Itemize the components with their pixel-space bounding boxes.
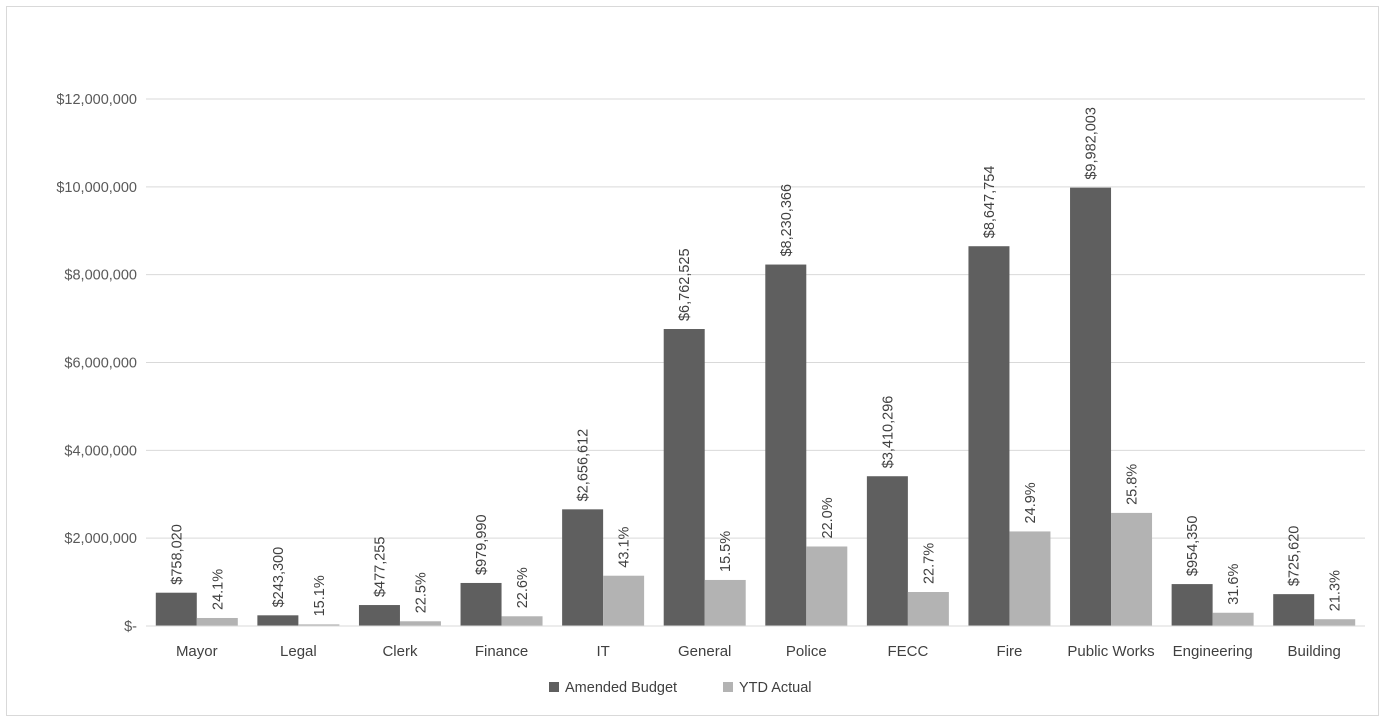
category-label: General (678, 643, 731, 660)
category-label: Public Works (1067, 643, 1154, 660)
budget-bar (358, 605, 400, 626)
actual-data-label: 31.6% (1226, 564, 1242, 605)
legend-label: Amended Budget (565, 680, 677, 696)
chart-frame: $- $2,000,000 $4,000,000 $6,000,000 $8,000,0… (6, 6, 1379, 716)
legend-label: YTD Actual (739, 680, 812, 696)
category-label: Police (786, 643, 827, 660)
budget-data-label: $243,300 (271, 547, 287, 607)
budget-data-label: $8,647,754 (982, 166, 998, 239)
bar-chart: $- $2,000,000 $4,000,000 $6,000,000 $8,000,0… (56, 92, 1365, 696)
y-tick-label: $4,000,000 (64, 443, 137, 459)
y-tick-label: $8,000,000 (64, 268, 137, 284)
actual-data-label: 22.7% (921, 543, 937, 584)
actual-data-label: 24.9% (1023, 482, 1039, 523)
actual-data-label: 21.3% (1328, 570, 1344, 611)
budget-bar (1273, 594, 1315, 626)
category-label: Mayor (176, 643, 218, 660)
actual-data-label: 22.0% (820, 497, 836, 538)
budget-data-label: $6,762,525 (677, 248, 693, 321)
budget-bar (562, 509, 604, 626)
budget-data-label: $725,620 (1287, 526, 1303, 586)
y-tick-label: $12,000,000 (56, 92, 137, 108)
y-tick-label: $6,000,000 (64, 356, 137, 372)
category-label: Fire (997, 643, 1023, 660)
budget-bar (765, 264, 807, 626)
legend-swatch-actual (723, 682, 733, 692)
budget-bar (866, 476, 908, 626)
actual-bar (298, 624, 340, 626)
budget-bar (460, 582, 502, 626)
category-label: Finance (475, 643, 528, 660)
budget-bar (1070, 187, 1112, 626)
actual-bar (1212, 612, 1254, 626)
category-label: Building (1288, 643, 1341, 660)
actual-bar (501, 616, 543, 626)
actual-bar (1314, 619, 1356, 626)
actual-bar (196, 617, 238, 626)
actual-data-label: 22.5% (413, 572, 429, 613)
actual-bar (1111, 512, 1153, 626)
actual-data-label: 24.1% (210, 569, 226, 610)
budget-bar (257, 615, 299, 626)
actual-bar (704, 579, 746, 626)
actual-bar (399, 621, 441, 626)
category-label: Clerk (382, 643, 418, 660)
budget-data-label: $9,982,003 (1084, 107, 1100, 180)
budget-bar (155, 592, 197, 626)
budget-bar (968, 246, 1010, 626)
category-label: IT (596, 643, 609, 660)
actual-data-label: 15.1% (312, 575, 328, 616)
category-label: Legal (280, 643, 317, 660)
legend-swatch-budget (549, 682, 559, 692)
actual-data-label: 15.5% (718, 531, 734, 572)
y-tick-label: $10,000,000 (56, 180, 137, 196)
budget-bar (1171, 584, 1213, 626)
actual-data-label: 25.8% (1125, 464, 1141, 505)
actual-bar (907, 592, 949, 626)
actual-bar (603, 575, 645, 626)
budget-data-label: $3,410,296 (880, 396, 896, 469)
actual-bar (1009, 531, 1051, 626)
budget-data-label: $954,350 (1185, 516, 1201, 576)
actual-data-label: 22.6% (515, 567, 531, 608)
y-tick-label: $- (124, 619, 137, 635)
actual-data-label: 43.1% (617, 526, 633, 567)
budget-data-label: $477,255 (372, 537, 388, 597)
budget-data-label: $979,990 (474, 514, 490, 574)
budget-data-label: $8,230,366 (779, 184, 795, 257)
budget-data-label: $758,020 (169, 524, 185, 584)
actual-bar (806, 546, 848, 626)
budget-bar (663, 329, 705, 626)
y-tick-label: $2,000,000 (64, 531, 137, 547)
category-label: FECC (887, 643, 928, 660)
category-label: Engineering (1173, 643, 1253, 660)
budget-data-label: $2,656,612 (576, 429, 592, 502)
